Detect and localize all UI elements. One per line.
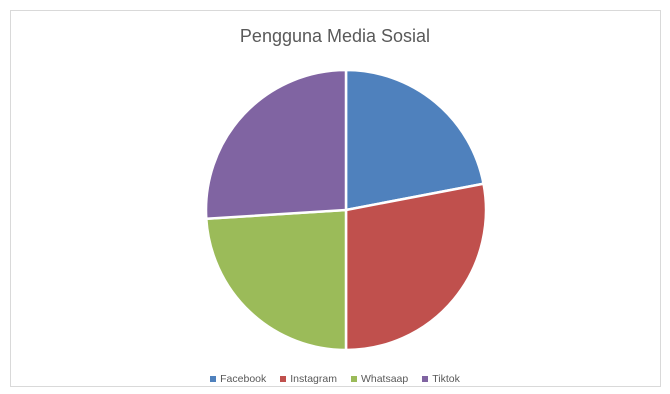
- legend-swatch: [280, 376, 287, 382]
- pie-slice-tiktok: [204, 68, 348, 221]
- pie-slice-whatsaap: [205, 208, 348, 352]
- legend-swatch: [210, 376, 217, 382]
- legend-swatch: [350, 376, 357, 382]
- legend-label: Tiktok: [432, 373, 460, 385]
- chart-legend: Facebook Instagram Whatsaap Tiktok: [0, 373, 670, 385]
- legend-label: Facebook: [220, 373, 267, 385]
- legend-item-whatsaap: Whatsaap: [350, 373, 409, 385]
- legend-item-tiktok: Tiktok: [422, 373, 460, 385]
- chart-title: Pengguna Media Sosial: [239, 26, 431, 46]
- legend-label: Instagram: [290, 373, 337, 385]
- legend-item-facebook: Facebook: [210, 373, 266, 385]
- legend-label: Whatsaap: [360, 373, 409, 385]
- legend-swatch: [422, 376, 429, 382]
- pie-slice-instagram: [344, 182, 488, 352]
- pie-slice-facebook: [344, 68, 485, 212]
- legend-item-instagram: Instagram: [280, 373, 337, 385]
